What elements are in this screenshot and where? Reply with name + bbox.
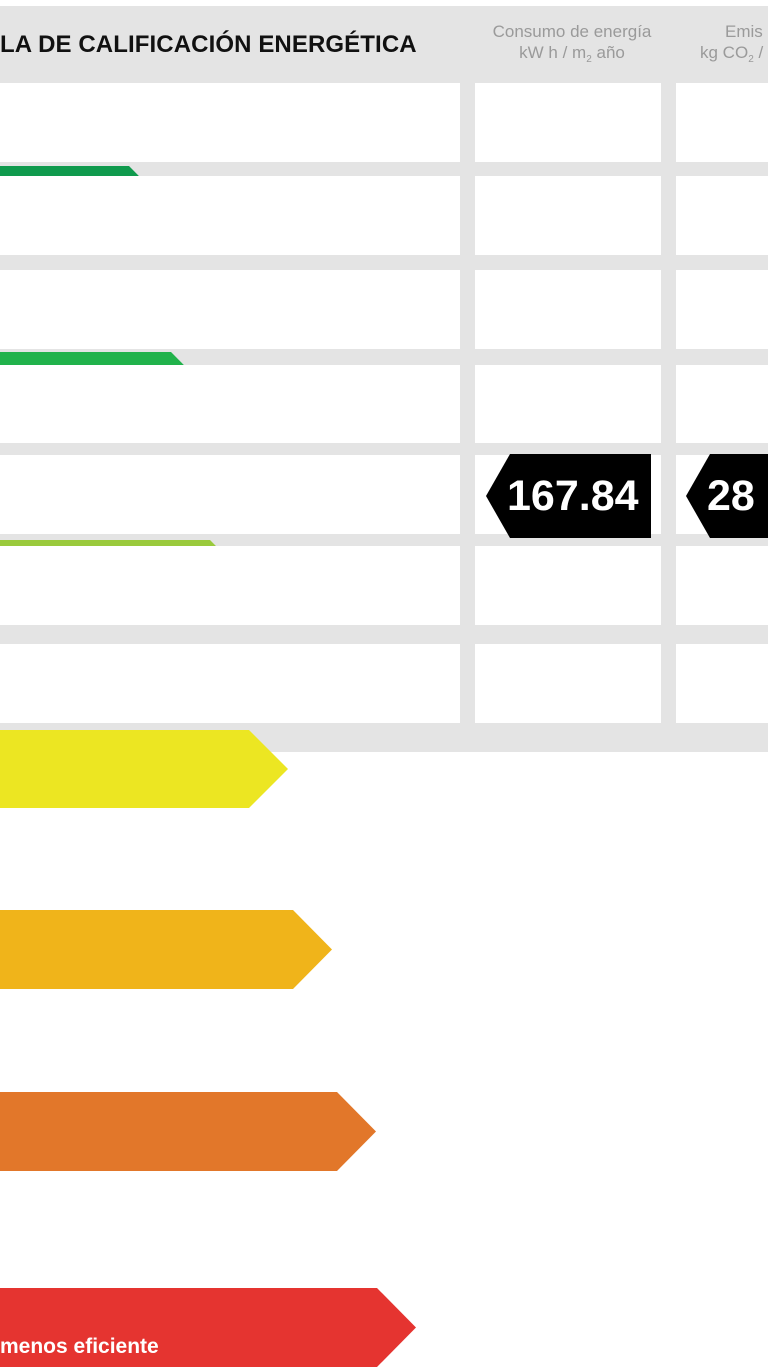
energy-header-unit: kW h / m2 año bbox=[519, 43, 625, 65]
table-title: LA DE CALIFICACIÓN ENERGÉTICA bbox=[0, 31, 417, 58]
energy-column-header: Consumo de energía kW h / m2 año bbox=[472, 21, 672, 65]
energy-cell bbox=[475, 83, 661, 162]
emissions-header-unit: kg CO2 / bbox=[700, 43, 764, 65]
rating-row bbox=[0, 546, 460, 625]
rating-arrow bbox=[0, 730, 288, 808]
emissions-cell bbox=[676, 176, 768, 255]
emissions-cell bbox=[676, 270, 768, 349]
energy-cell bbox=[475, 176, 661, 255]
energy-header-line1: Consumo de energía bbox=[492, 22, 652, 41]
emissions-header-line1: Emis bbox=[725, 22, 763, 41]
rating-row bbox=[0, 176, 460, 255]
emissions-cell bbox=[676, 83, 768, 162]
rating-row bbox=[0, 270, 460, 349]
energy-value-tag: 167.84 bbox=[486, 454, 651, 538]
energy-cell bbox=[475, 270, 661, 349]
rating-row: más eficiente bbox=[0, 83, 460, 162]
rating-arrow bbox=[0, 910, 332, 989]
rating-arrow bbox=[0, 1092, 376, 1171]
energy-cell bbox=[475, 644, 661, 723]
rating-arrow: menos eficiente bbox=[0, 1288, 416, 1367]
emissions-cell bbox=[676, 546, 768, 625]
emissions-column-header: Emis kg CO2 / bbox=[692, 21, 768, 65]
emissions-cell bbox=[676, 644, 768, 723]
rating-row: menos eficiente bbox=[0, 644, 460, 723]
rating-row bbox=[0, 365, 460, 443]
emissions-cell bbox=[676, 365, 768, 443]
energy-cell bbox=[475, 365, 661, 443]
rating-label: menos eficiente bbox=[0, 1335, 159, 1358]
energy-cell bbox=[475, 546, 661, 625]
rating-row bbox=[0, 455, 460, 534]
